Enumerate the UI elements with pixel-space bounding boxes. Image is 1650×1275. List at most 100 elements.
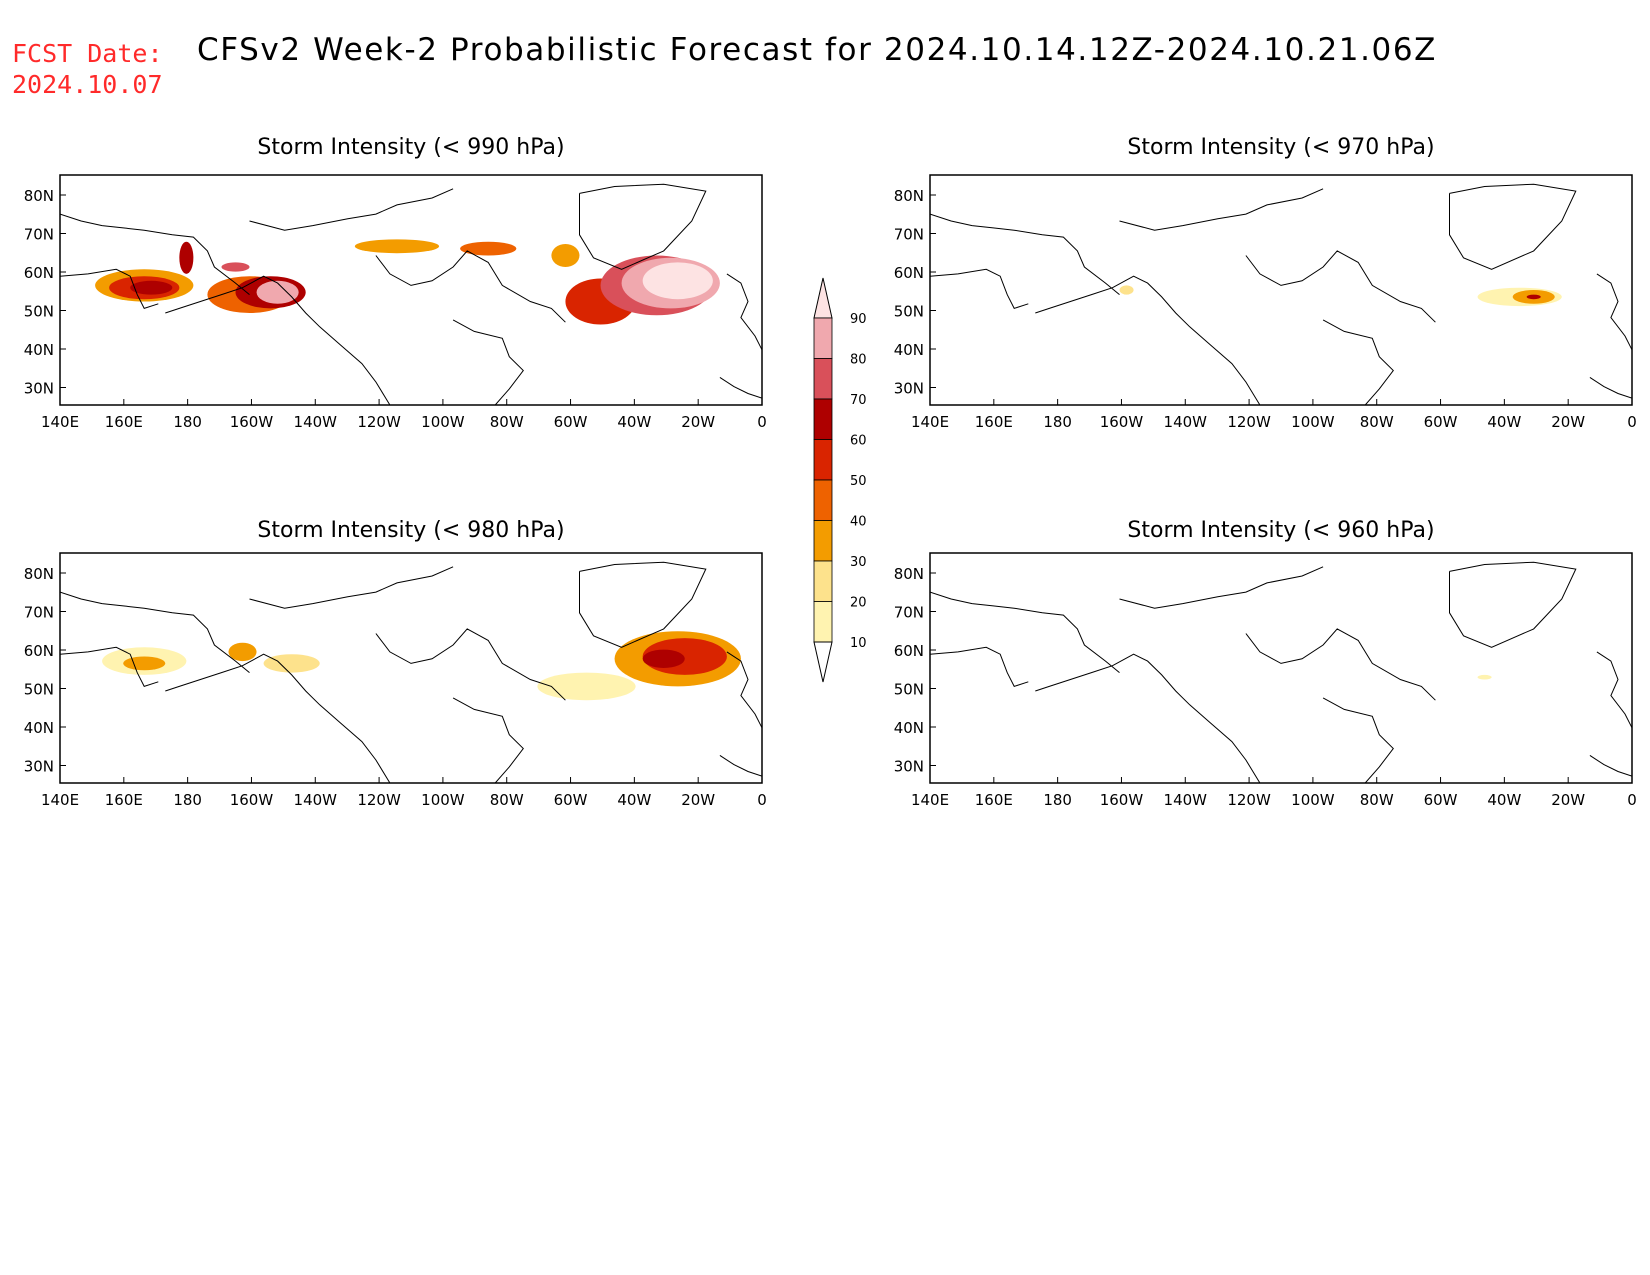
coastline bbox=[1322, 319, 1394, 405]
panel-title: Storm Intensity (< 970 hPa) bbox=[1127, 135, 1434, 160]
map-panel: Storm Intensity (< 960 hPa) 140E 160E 180 16… bbox=[894, 518, 1637, 809]
coastline bbox=[726, 651, 762, 729]
colorbar-label: 70 bbox=[850, 393, 867, 408]
lon-label: 140W bbox=[1164, 791, 1208, 809]
coastline bbox=[165, 653, 391, 783]
coastline bbox=[1596, 651, 1632, 729]
lon-label: 80W bbox=[1360, 413, 1394, 431]
lat-label: 80N bbox=[24, 187, 54, 205]
lon-label: 20W bbox=[1551, 413, 1585, 431]
coastline bbox=[579, 183, 707, 270]
map-frame bbox=[929, 552, 1633, 784]
lon-label: 140W bbox=[1164, 413, 1208, 431]
lon-label: 60W bbox=[1424, 413, 1458, 431]
lon-label: 180 bbox=[1043, 791, 1072, 809]
colorbar-top-arrow bbox=[813, 277, 833, 319]
colorbar-swatch bbox=[813, 479, 833, 521]
probability-area bbox=[221, 262, 250, 272]
coastline bbox=[719, 376, 762, 399]
colorbar-label: 30 bbox=[850, 555, 867, 570]
lat-label: 60N bbox=[24, 264, 54, 282]
coastline bbox=[452, 319, 524, 405]
lon-label: 100W bbox=[421, 791, 465, 809]
probability-area bbox=[354, 239, 440, 254]
coastline bbox=[1035, 653, 1261, 783]
coastline bbox=[1449, 183, 1577, 270]
lat-label: 40N bbox=[24, 719, 54, 737]
lon-label: 100W bbox=[1291, 413, 1335, 431]
lat-label: 30N bbox=[24, 758, 54, 776]
coastline bbox=[930, 213, 1120, 295]
lon-label: 40W bbox=[1487, 413, 1521, 431]
probability-area bbox=[256, 280, 299, 304]
lon-label: 160W bbox=[1100, 791, 1144, 809]
coastline bbox=[60, 213, 250, 295]
colorbar-label: 50 bbox=[850, 474, 867, 489]
lon-label: 180 bbox=[1043, 413, 1072, 431]
lon-label: 140E bbox=[41, 791, 79, 809]
probability-area bbox=[179, 241, 194, 274]
lat-label: 70N bbox=[894, 604, 924, 622]
coastline bbox=[1449, 561, 1577, 648]
lon-label: 180 bbox=[173, 791, 202, 809]
colorbar-label: 80 bbox=[850, 353, 867, 368]
coastline bbox=[1596, 273, 1632, 351]
coastline bbox=[1589, 754, 1632, 777]
coastline bbox=[375, 628, 566, 701]
coastline bbox=[719, 754, 762, 777]
probability-area bbox=[642, 649, 685, 668]
coastline bbox=[1245, 628, 1436, 701]
colorbar-swatch bbox=[813, 520, 833, 562]
map-contents bbox=[60, 183, 762, 405]
colorbar-swatch bbox=[813, 398, 833, 440]
probability-area bbox=[460, 241, 517, 256]
lon-label: 160W bbox=[230, 791, 274, 809]
lon-label: 60W bbox=[1424, 791, 1458, 809]
lon-label: 140W bbox=[294, 791, 338, 809]
coastline bbox=[375, 250, 566, 323]
lon-label: 140E bbox=[911, 413, 949, 431]
lat-label: 40N bbox=[894, 719, 924, 737]
lon-label: 80W bbox=[490, 791, 524, 809]
lon-label: 160E bbox=[975, 791, 1013, 809]
coastline bbox=[60, 591, 250, 673]
probability-area bbox=[123, 656, 166, 671]
coastline bbox=[60, 646, 159, 688]
coastline bbox=[1035, 275, 1261, 405]
lon-label: 80W bbox=[1360, 791, 1394, 809]
lon-label: 60W bbox=[554, 413, 588, 431]
lat-label: 50N bbox=[24, 303, 54, 321]
lon-label: 160E bbox=[105, 791, 143, 809]
main-title: CFSv2 Week-2 Probabilistic Forecast for … bbox=[197, 32, 1438, 68]
lon-label: 20W bbox=[1551, 791, 1585, 809]
lon-label: 140W bbox=[294, 413, 338, 431]
colorbar-swatch bbox=[813, 317, 833, 359]
forecast-date-block: FCST Date: 2024.10.07 bbox=[12, 38, 163, 100]
lon-label: 160W bbox=[230, 413, 274, 431]
coastline bbox=[726, 273, 762, 351]
lon-label: 100W bbox=[1291, 791, 1335, 809]
probability-area bbox=[228, 642, 257, 662]
colorbar-swatch bbox=[813, 601, 833, 643]
coastline bbox=[930, 646, 1029, 688]
map-panel: Storm Intensity (< 970 hPa) 140E 160E 180 16… bbox=[894, 135, 1637, 431]
panel-title: Storm Intensity (< 990 hPa) bbox=[257, 135, 564, 160]
lat-label: 40N bbox=[24, 341, 54, 359]
lon-label: 160W bbox=[1100, 413, 1144, 431]
coastline bbox=[579, 561, 707, 648]
coastline bbox=[1119, 188, 1324, 231]
colorbar-label: 90 bbox=[850, 312, 867, 327]
lat-label: 70N bbox=[894, 226, 924, 244]
forecast-date-value: 2024.10.07 bbox=[12, 70, 163, 99]
panel-title: Storm Intensity (< 980 hPa) bbox=[257, 518, 564, 543]
lat-label: 60N bbox=[24, 642, 54, 660]
map-frame bbox=[59, 174, 763, 406]
lat-label: 50N bbox=[894, 303, 924, 321]
coastline bbox=[1589, 376, 1632, 399]
map-panel: Storm Intensity (< 980 hPa) 140E 160E 180 16… bbox=[24, 518, 767, 809]
lon-label: 20W bbox=[681, 791, 715, 809]
probability-area bbox=[642, 262, 713, 300]
map-contents bbox=[930, 561, 1632, 783]
